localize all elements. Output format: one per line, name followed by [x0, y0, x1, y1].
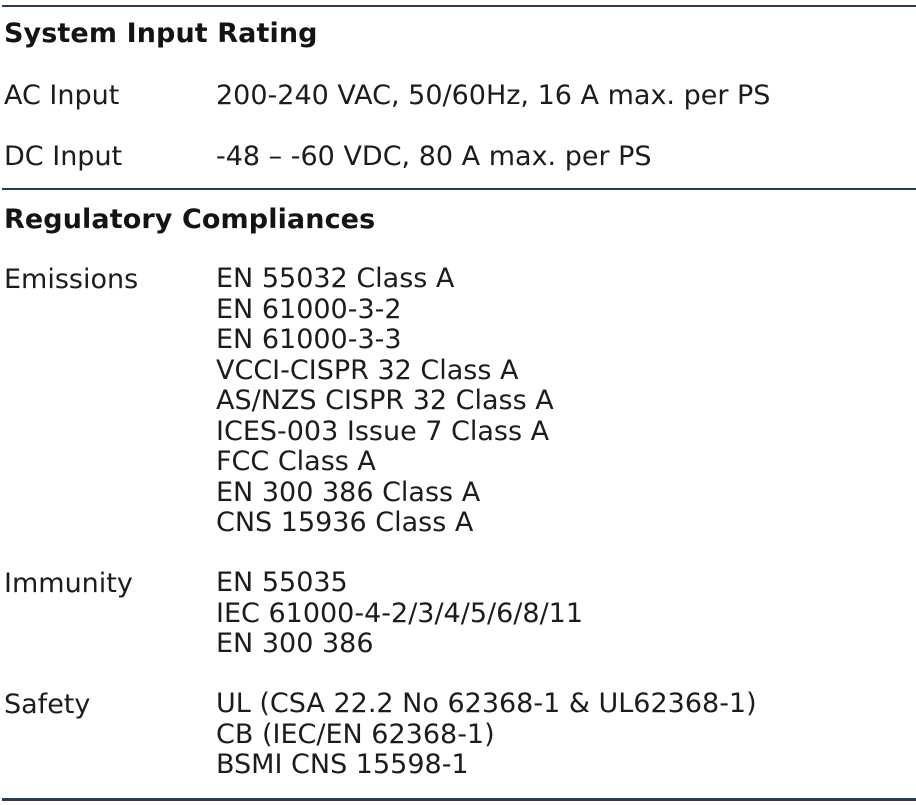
- emissions-item: EN 61000-3-2: [216, 293, 402, 325]
- row-label-immunity: Immunity: [4, 568, 133, 599]
- immunity-list: EN 55035 IEC 61000-4-2/3/4/5/6/8/11 EN 3…: [216, 567, 584, 660]
- emissions-item: AS/NZS CISPR 32 Class A: [216, 385, 554, 416]
- emissions-item: VCCI-CISPR 32 Class A: [216, 354, 519, 386]
- row-label-emissions: Emissions: [4, 264, 139, 295]
- row-value-dc-input: -48 – -60 VDC, 80 A max. per PS: [216, 141, 652, 172]
- safety-item: UL (CSA 22.2 No 62368-1 & UL62368-1): [216, 688, 757, 719]
- row-value-ac-input: 200-240 VAC, 50/60Hz, 16 A max. per PS: [216, 80, 771, 111]
- emissions-item: EN 61000-3-3: [216, 324, 402, 355]
- emissions-item: EN 55032 Class A: [216, 263, 455, 294]
- immunity-item: IEC 61000-4-2/3/4/5/6/8/11: [216, 597, 584, 629]
- section-divider: [2, 188, 916, 190]
- safety-list: UL (CSA 22.2 No 62368-1 & UL62368-1) CB …: [216, 688, 757, 781]
- emissions-item: CNS 15936 Class A: [216, 507, 474, 538]
- top-divider: [2, 5, 916, 7]
- emissions-item: FCC Class A: [216, 446, 376, 477]
- bottom-divider: [2, 798, 916, 801]
- row-label-ac-input: AC Input: [4, 80, 120, 111]
- emissions-item: ICES-003 Issue 7 Class A: [216, 415, 550, 447]
- safety-item: CB (IEC/EN 62368-1): [216, 718, 495, 750]
- immunity-item: EN 300 386: [216, 628, 374, 659]
- row-label-safety: Safety: [4, 689, 91, 720]
- immunity-item: EN 55035: [216, 567, 348, 598]
- row-label-dc-input: DC Input: [4, 141, 123, 172]
- section-title-system-input-rating: System Input Rating: [4, 18, 318, 49]
- emissions-list: EN 55032 Class A EN 61000-3-2 EN 61000-3…: [216, 263, 554, 539]
- safety-item: BSMI CNS 15598-1: [216, 749, 469, 780]
- section-title-regulatory-compliances: Regulatory Compliances: [4, 204, 376, 235]
- emissions-item: EN 300 386 Class A: [216, 476, 481, 508]
